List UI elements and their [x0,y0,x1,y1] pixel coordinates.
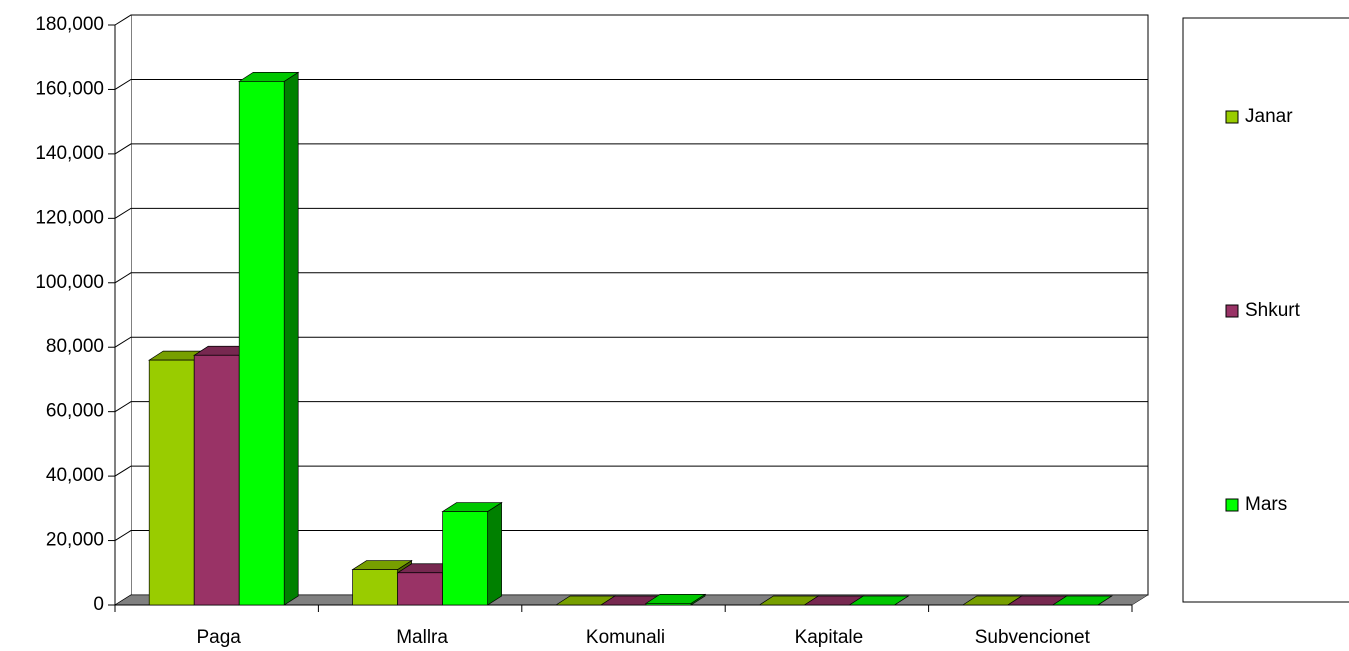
bar-front [148,359,195,606]
grid-line [114,143,1148,155]
bar [644,593,707,606]
y-tick-label: 120,000 [35,207,104,228]
side-wall [115,15,131,605]
x-tick-label: Kapitale [795,627,864,648]
bar-side [487,501,502,606]
x-tick-label: Mallra [396,627,448,648]
bar-front [645,603,692,606]
y-tick-label: 80,000 [46,336,104,357]
grid-line [114,530,1148,541]
x-tick-label: Subvencionet [975,627,1091,648]
bar-side [283,71,299,606]
x-tick-label: Paga [197,627,242,648]
bar [238,71,300,606]
grid-line [114,336,1148,348]
y-tick-label: 140,000 [35,143,104,164]
bar-front [193,354,240,606]
bar-front [442,511,488,606]
y-tick-label: 60,000 [46,401,104,422]
legend-label: Janar [1245,106,1293,127]
y-tick-label: 160,000 [35,78,104,99]
bar-top [1051,595,1113,606]
y-tick-label: 40,000 [46,465,104,486]
y-tick-label: 20,000 [46,530,104,551]
bar-front [352,569,398,606]
bar-front [397,572,443,606]
bar-front [238,81,285,606]
grid-line [114,401,1148,413]
grid-line [114,14,1148,26]
legend-label: Mars [1245,494,1287,515]
grid-line [114,207,1148,219]
bar-top [848,595,910,606]
grid-line [114,78,1148,90]
grid-line [114,465,1148,477]
grid-line [114,272,1148,284]
legend-label: Shkurt [1245,300,1301,321]
bar [1051,595,1113,606]
y-tick-label: 100,000 [35,272,104,293]
x-tick-label: Komunali [586,627,665,648]
legend-box [1182,17,1349,603]
y-tick-label: 180,000 [35,14,104,35]
legend-swatch [1225,110,1239,124]
bar [441,501,503,606]
y-tick-label: 0 [93,594,104,615]
bar [848,595,910,606]
legend-swatch [1225,304,1239,318]
legend-swatch [1225,498,1239,512]
